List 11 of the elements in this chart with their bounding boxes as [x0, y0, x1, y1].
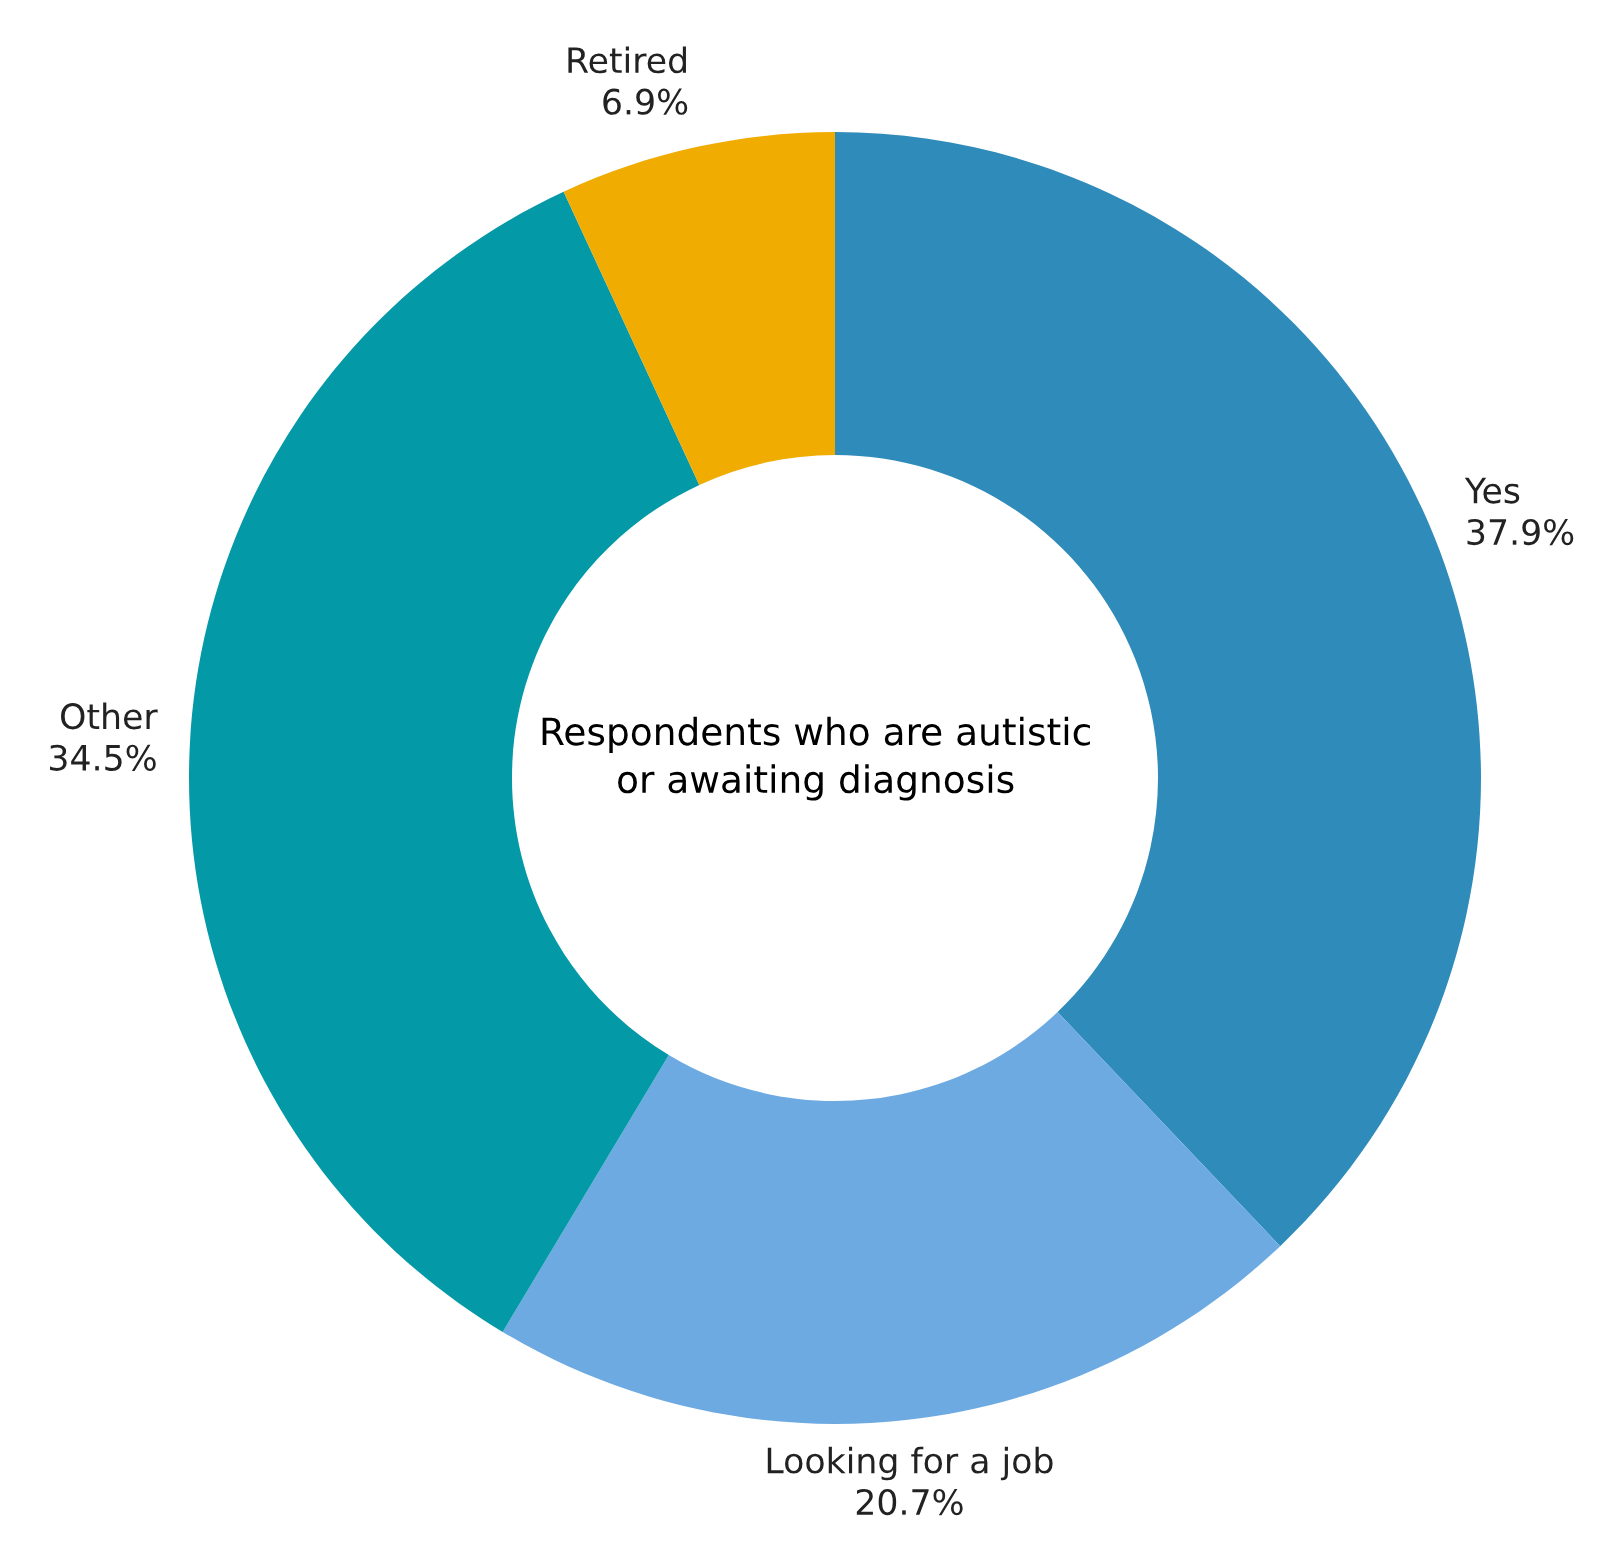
donut-slice — [563, 132, 835, 485]
data-label: 34.5% — [50, 744, 156, 771]
slice-label: Yes — [1464, 477, 1520, 504]
donut-slice — [502, 1012, 1281, 1424]
text: Respondents who are autistic or awaiting diagnosis — [542, 716, 1090, 801]
data-label: 37.9% — [1467, 518, 1574, 546]
data-label: 20.7% — [856, 1488, 963, 1516]
slice-label: Other — [61, 702, 158, 730]
slice-label: Retired — [568, 46, 686, 74]
data-label: 6.9% — [603, 88, 688, 115]
slice-label: Looking for a job — [767, 1446, 1053, 1481]
